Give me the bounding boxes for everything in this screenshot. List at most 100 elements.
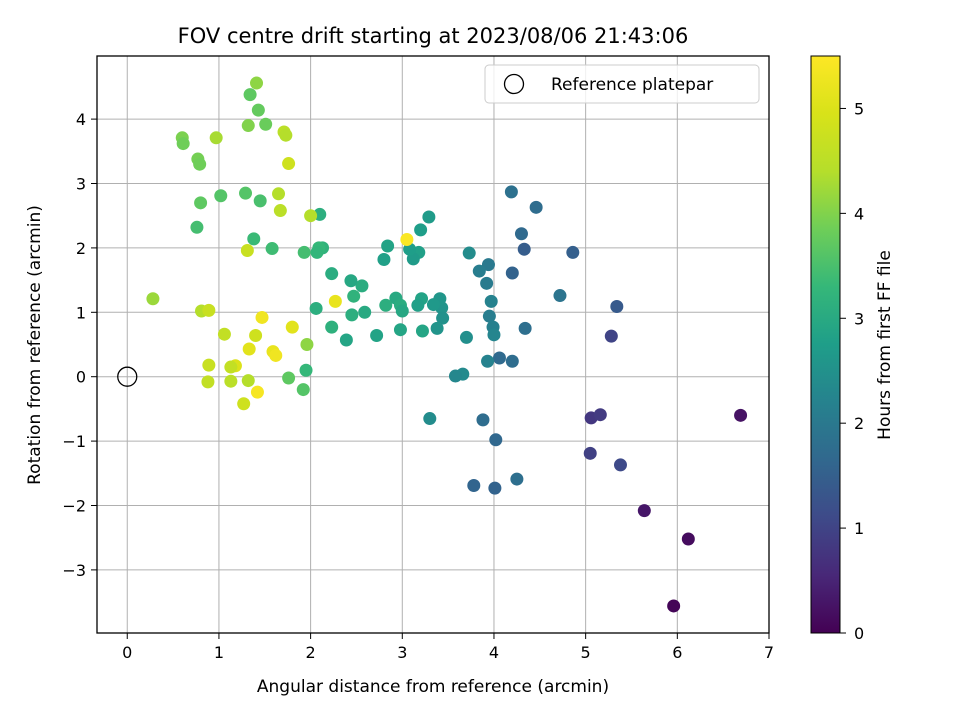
y-tick-label: −2 — [62, 496, 86, 515]
data-point — [201, 375, 215, 389]
data-point — [239, 186, 253, 200]
data-point — [344, 274, 358, 288]
data-point — [480, 276, 494, 290]
chart-title: FOV centre drift starting at 2023/08/06 … — [178, 24, 689, 48]
colorbar-tick-label: 1 — [854, 519, 864, 538]
data-point — [423, 412, 437, 426]
data-point — [209, 131, 223, 145]
data-point — [400, 233, 414, 247]
data-point — [370, 328, 384, 342]
data-point — [296, 383, 310, 397]
data-point — [304, 209, 318, 223]
data-point — [583, 446, 597, 460]
data-point — [358, 305, 372, 319]
data-point — [377, 252, 391, 266]
data-point — [325, 320, 339, 334]
data-point — [240, 243, 254, 257]
data-point — [285, 320, 299, 334]
data-point — [242, 342, 256, 356]
data-point — [345, 308, 359, 322]
data-point — [529, 200, 543, 214]
data-point — [325, 267, 339, 281]
y-tick-label: 0 — [76, 368, 86, 387]
data-point — [411, 298, 425, 312]
data-point — [510, 472, 524, 486]
data-point — [190, 220, 204, 234]
legend-marker-open-circle — [503, 73, 525, 95]
x-axis: 0 1 2 3 4 5 6 7 — [122, 633, 774, 662]
legend: Reference platepar — [484, 64, 760, 104]
data-point — [430, 321, 444, 335]
data-points — [117, 76, 748, 613]
data-point — [488, 481, 502, 495]
data-point — [482, 309, 496, 323]
data-point — [224, 360, 238, 374]
data-point — [339, 333, 353, 347]
data-point — [247, 232, 261, 246]
data-point — [251, 103, 265, 117]
data-point — [467, 479, 481, 493]
data-point — [393, 323, 407, 337]
data-point — [255, 310, 269, 324]
data-point — [269, 348, 283, 362]
colorbar-tick-label: 5 — [854, 99, 864, 118]
y-axis-title: Rotation from reference (arcmin) — [25, 205, 45, 485]
data-point — [481, 258, 495, 272]
data-point — [328, 294, 342, 308]
y-tick-label: −3 — [62, 561, 86, 580]
data-point — [484, 294, 498, 308]
colorbar-title: Hours from first FF file — [875, 250, 895, 440]
legend-box — [484, 64, 760, 104]
data-point — [517, 242, 531, 256]
data-point — [347, 289, 361, 303]
data-point — [415, 324, 429, 338]
data-point — [476, 413, 490, 427]
data-point — [250, 76, 264, 90]
colorbar-ticks: 0 1 2 3 4 5 — [840, 99, 864, 643]
colorbar-gradient — [811, 56, 840, 633]
data-point — [395, 304, 409, 318]
x-tick-label: 2 — [306, 643, 316, 662]
x-tick-label: 7 — [764, 643, 774, 662]
data-point — [194, 196, 208, 210]
colorbar: 0 1 2 3 4 5 Hours from first FF file — [810, 55, 895, 643]
data-point — [604, 329, 618, 343]
data-point — [300, 338, 314, 351]
data-point — [309, 301, 323, 315]
data-point — [241, 119, 255, 133]
data-point — [273, 204, 287, 218]
data-point — [426, 298, 440, 312]
data-point — [241, 374, 255, 388]
data-point — [297, 245, 311, 259]
colorbar-tick-label: 0 — [854, 624, 864, 643]
data-point — [505, 354, 519, 368]
data-point — [282, 371, 296, 385]
data-point — [504, 185, 518, 199]
data-point — [462, 246, 476, 260]
reference-platepar-marker — [117, 366, 138, 387]
data-point — [422, 210, 436, 224]
data-point — [272, 187, 286, 201]
data-point — [279, 128, 293, 142]
data-point — [249, 328, 263, 342]
data-point — [310, 245, 324, 259]
y-tick-label: 3 — [76, 175, 86, 194]
data-point — [459, 330, 473, 344]
data-point — [282, 157, 296, 171]
data-point — [637, 504, 651, 518]
data-point — [681, 532, 695, 546]
data-point — [259, 117, 273, 131]
data-point — [265, 242, 279, 256]
y-tick-label: 4 — [76, 110, 86, 129]
data-point — [481, 354, 495, 368]
x-tick-label: 3 — [397, 643, 407, 662]
data-point — [299, 363, 313, 377]
data-point — [518, 321, 532, 335]
data-point — [193, 157, 207, 171]
data-point — [250, 385, 264, 399]
data-point — [237, 397, 251, 411]
data-point — [381, 239, 395, 253]
colorbar-tick-label: 4 — [854, 204, 864, 223]
